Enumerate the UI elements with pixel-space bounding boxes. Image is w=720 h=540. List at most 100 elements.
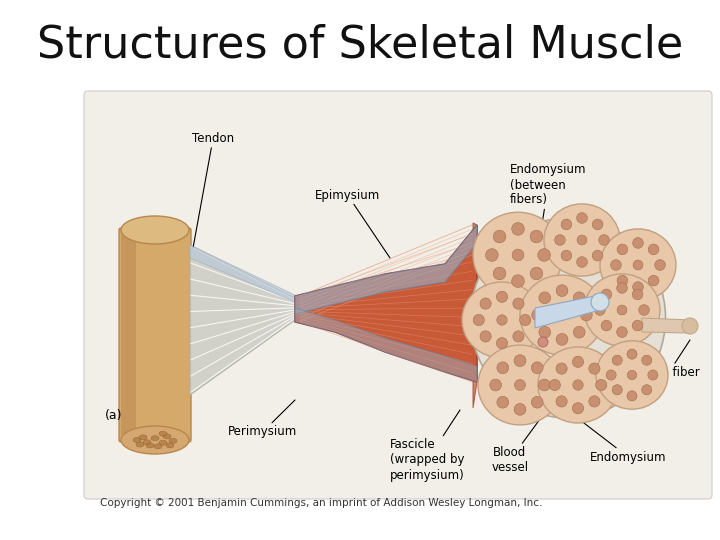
Ellipse shape: [143, 440, 151, 445]
Ellipse shape: [512, 275, 524, 287]
Ellipse shape: [539, 292, 551, 303]
Ellipse shape: [573, 380, 583, 390]
Ellipse shape: [512, 222, 524, 235]
Ellipse shape: [485, 249, 498, 261]
Ellipse shape: [617, 305, 627, 315]
Ellipse shape: [539, 326, 551, 338]
Text: Endomysium
(between
fibers): Endomysium (between fibers): [510, 164, 587, 268]
Ellipse shape: [520, 275, 604, 355]
Ellipse shape: [642, 355, 652, 365]
Ellipse shape: [561, 219, 572, 230]
Ellipse shape: [159, 440, 167, 445]
Ellipse shape: [572, 403, 584, 414]
Ellipse shape: [573, 326, 585, 338]
Ellipse shape: [133, 437, 141, 442]
Ellipse shape: [627, 370, 636, 380]
Text: (a): (a): [105, 408, 122, 422]
Ellipse shape: [146, 443, 154, 448]
Ellipse shape: [580, 309, 593, 321]
Ellipse shape: [601, 289, 612, 300]
Ellipse shape: [591, 293, 609, 311]
Ellipse shape: [515, 380, 526, 390]
Ellipse shape: [151, 436, 159, 441]
Ellipse shape: [654, 260, 665, 271]
Ellipse shape: [538, 347, 618, 423]
Polygon shape: [642, 318, 690, 333]
Text: Blood
vessel: Blood vessel: [492, 415, 543, 474]
Ellipse shape: [561, 250, 572, 261]
Ellipse shape: [496, 291, 508, 302]
Ellipse shape: [593, 250, 603, 261]
Text: Muscle fiber
(cell): Muscle fiber (cell): [628, 340, 700, 394]
Ellipse shape: [159, 431, 167, 436]
Ellipse shape: [462, 282, 542, 358]
Ellipse shape: [496, 338, 508, 349]
Ellipse shape: [593, 219, 603, 230]
Ellipse shape: [584, 274, 660, 346]
Ellipse shape: [572, 356, 584, 367]
Ellipse shape: [154, 444, 162, 449]
Ellipse shape: [136, 442, 144, 447]
Polygon shape: [295, 225, 477, 382]
Ellipse shape: [627, 349, 637, 359]
Ellipse shape: [470, 218, 665, 418]
Ellipse shape: [616, 327, 627, 338]
Ellipse shape: [577, 235, 587, 245]
Ellipse shape: [556, 334, 568, 345]
Ellipse shape: [493, 267, 506, 280]
Ellipse shape: [595, 380, 607, 390]
Ellipse shape: [556, 363, 567, 374]
Text: Tendon: Tendon: [192, 132, 234, 248]
Text: Fascicle
(wrapped by
perimysium): Fascicle (wrapped by perimysium): [390, 410, 464, 482]
Ellipse shape: [648, 244, 659, 255]
Ellipse shape: [589, 363, 600, 374]
Ellipse shape: [513, 298, 524, 309]
Ellipse shape: [633, 238, 644, 248]
Ellipse shape: [611, 260, 621, 271]
Ellipse shape: [600, 229, 676, 301]
Ellipse shape: [544, 204, 620, 276]
Ellipse shape: [632, 320, 643, 331]
Ellipse shape: [557, 309, 567, 320]
Ellipse shape: [556, 285, 568, 296]
Ellipse shape: [512, 249, 524, 261]
Ellipse shape: [617, 244, 628, 255]
Bar: [121, 235, 136, 435]
Ellipse shape: [632, 289, 643, 300]
Text: Epimysium: Epimysium: [315, 188, 390, 258]
Ellipse shape: [612, 384, 622, 395]
Ellipse shape: [531, 396, 543, 408]
Ellipse shape: [514, 403, 526, 415]
Text: Bone: Bone: [133, 430, 163, 453]
FancyBboxPatch shape: [119, 228, 191, 442]
Ellipse shape: [530, 267, 543, 280]
Ellipse shape: [648, 275, 659, 286]
Ellipse shape: [532, 309, 544, 321]
Text: Structures of Skeletal Muscle: Structures of Skeletal Muscle: [37, 24, 683, 66]
Ellipse shape: [549, 380, 560, 390]
Text: Endomysium: Endomysium: [580, 420, 667, 463]
Polygon shape: [190, 245, 295, 395]
Ellipse shape: [520, 314, 531, 326]
Ellipse shape: [513, 331, 524, 342]
Ellipse shape: [497, 315, 507, 325]
Ellipse shape: [121, 426, 189, 454]
Ellipse shape: [633, 260, 643, 270]
Polygon shape: [190, 245, 295, 302]
Ellipse shape: [633, 282, 644, 292]
Ellipse shape: [595, 305, 606, 315]
Ellipse shape: [514, 355, 526, 367]
Polygon shape: [295, 225, 477, 314]
Ellipse shape: [473, 212, 563, 298]
Polygon shape: [295, 308, 477, 382]
Ellipse shape: [577, 256, 588, 267]
Ellipse shape: [596, 341, 668, 409]
Ellipse shape: [473, 314, 485, 326]
Ellipse shape: [589, 396, 600, 407]
Text: Copyright © 2001 Benjamin Cummings, an imprint of Addison Wesley Longman, Inc.: Copyright © 2001 Benjamin Cummings, an i…: [100, 498, 542, 508]
Ellipse shape: [617, 275, 628, 286]
Ellipse shape: [554, 235, 565, 245]
Ellipse shape: [169, 438, 177, 443]
Ellipse shape: [612, 355, 622, 365]
Ellipse shape: [478, 345, 562, 425]
